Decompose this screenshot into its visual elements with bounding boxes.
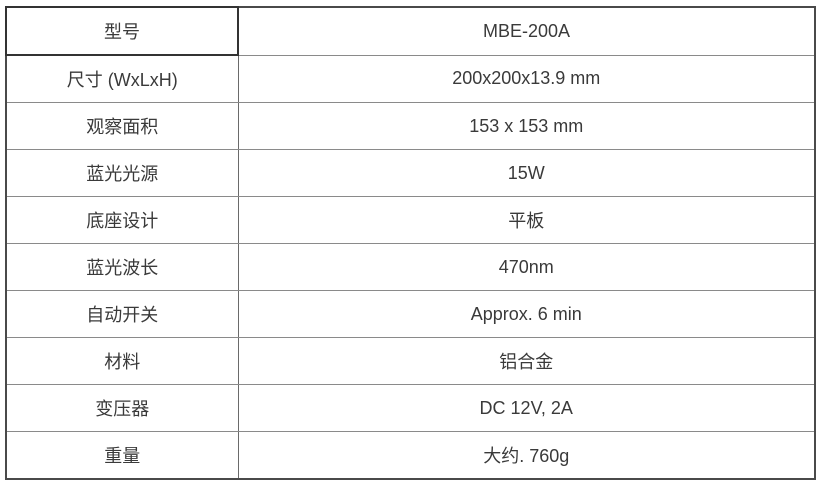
spec-row: 材料 铝合金 — [5, 337, 816, 385]
spec-label: 观察面积 — [5, 102, 239, 150]
spec-value: 大约. 760g — [237, 431, 816, 480]
spec-row: 变压器 DC 12V, 2A — [5, 384, 816, 432]
spec-row: 自动开关 Approx. 6 min — [5, 290, 816, 338]
spec-label: 蓝光光源 — [5, 149, 239, 197]
spec-value: 200x200x13.9 mm — [237, 54, 816, 103]
spec-value: 15W — [237, 149, 816, 197]
spec-label: 自动开关 — [5, 290, 239, 338]
spec-label: 蓝光波长 — [5, 243, 239, 291]
spec-label: 材料 — [5, 337, 239, 385]
spec-label: 变压器 — [5, 384, 239, 432]
spec-label: 重量 — [5, 431, 239, 480]
spec-row: 蓝光光源 15W — [5, 149, 816, 197]
spec-row: 尺寸 (WxLxH) 200x200x13.9 mm — [5, 54, 816, 103]
spec-row: 蓝光波长 470nm — [5, 243, 816, 291]
spec-value: MBE-200A — [237, 6, 816, 56]
spec-table: 型号 MBE-200A 尺寸 (WxLxH) 200x200x13.9 mm 观察面积 1… — [5, 6, 816, 480]
spec-value: 平板 — [237, 196, 816, 244]
spec-label: 底座设计 — [5, 196, 239, 244]
spec-value: 470nm — [237, 243, 816, 291]
spec-row: 观察面积 153 x 153 mm — [5, 102, 816, 150]
spec-value: 153 x 153 mm — [237, 102, 816, 150]
spec-table-body: 型号 MBE-200A 尺寸 (WxLxH) 200x200x13.9 mm 观察面积 1… — [5, 6, 816, 480]
spec-row: 型号 MBE-200A — [5, 6, 816, 56]
spec-label: 尺寸 (WxLxH) — [5, 54, 239, 103]
spec-row: 底座设计 平板 — [5, 196, 816, 244]
spec-value: 铝合金 — [237, 337, 816, 385]
spec-row: 重量 大约. 760g — [5, 431, 816, 480]
spec-label: 型号 — [5, 6, 239, 56]
spec-value: Approx. 6 min — [237, 290, 816, 338]
spec-value: DC 12V, 2A — [237, 384, 816, 432]
